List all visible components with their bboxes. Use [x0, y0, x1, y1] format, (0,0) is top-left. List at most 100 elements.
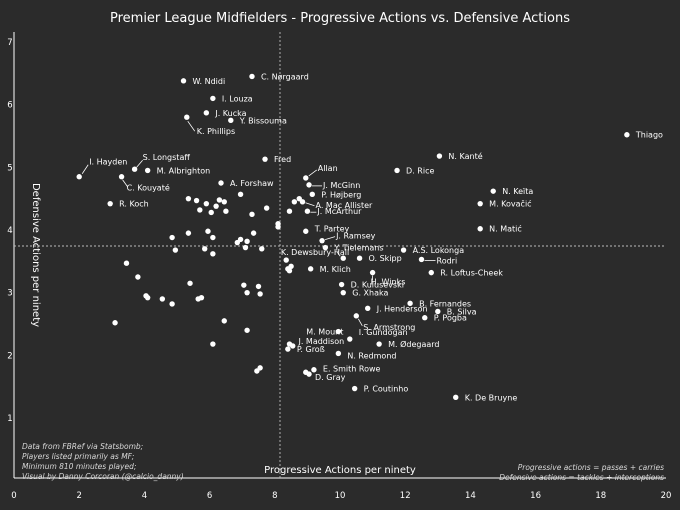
data-point — [400, 247, 407, 253]
label-leader-line — [136, 159, 143, 168]
player-label: Rodri — [437, 256, 458, 265]
source-note-line: Players listed primarily as MF; — [22, 452, 134, 461]
player-label: P. Coutinho — [364, 385, 409, 394]
data-point — [477, 200, 483, 207]
data-point — [394, 167, 400, 174]
data-point — [285, 346, 291, 352]
data-point — [144, 167, 151, 174]
player-label: Y. Bissouma — [239, 116, 287, 125]
data-point — [365, 305, 371, 312]
data-point — [185, 230, 192, 236]
player-label: R. Loftus-Cheek — [440, 269, 503, 278]
label-leader-line — [187, 120, 196, 132]
player-label: A.S. Lokonga — [413, 246, 465, 255]
data-point — [356, 255, 363, 261]
data-point — [244, 238, 250, 244]
player-label: M. Ødegaard — [388, 339, 439, 349]
player-label: E. Smith Rowe — [323, 365, 381, 374]
player-label: N. Redmond — [347, 351, 396, 360]
data-point — [306, 182, 312, 188]
source-note-line: Visual by Danny Corcoran (@calcio_danny) — [22, 472, 184, 481]
player-label: I. Hayden — [89, 158, 127, 167]
definitions-note-line: Progressive actions = passes + carries — [518, 463, 664, 472]
data-point — [228, 117, 234, 124]
data-point — [376, 341, 382, 347]
data-point — [435, 308, 441, 315]
data-point — [275, 221, 281, 227]
data-point — [184, 114, 190, 120]
data-point — [490, 188, 496, 194]
data-point — [244, 327, 250, 333]
label-leader-line — [305, 202, 315, 207]
data-point — [112, 320, 118, 326]
player-label: Y. Tielemans — [333, 244, 383, 253]
data-point — [249, 211, 255, 218]
data-point — [210, 234, 216, 241]
y-tick-label: 1 — [7, 414, 12, 424]
data-point — [369, 269, 376, 276]
data-point — [213, 203, 219, 209]
data-point — [135, 274, 141, 280]
data-point — [221, 199, 227, 205]
data-point — [283, 257, 289, 263]
data-point — [205, 228, 211, 234]
player-label: N. Matić — [489, 224, 522, 234]
data-point — [259, 246, 265, 252]
player-label: M. Albrighton — [157, 166, 211, 175]
data-point — [254, 368, 260, 374]
data-point — [299, 199, 306, 205]
player-label: S. Longstaff — [143, 153, 191, 162]
data-point — [304, 208, 311, 214]
player-label: J. McArthur — [316, 207, 362, 216]
player-label: K. De Bruyne — [465, 393, 518, 402]
x-tick-label: 12 — [400, 491, 411, 501]
data-point — [131, 166, 138, 172]
data-point — [322, 244, 329, 251]
data-point — [422, 315, 428, 321]
data-point — [216, 197, 223, 203]
player-label: N. Keïta — [502, 187, 533, 196]
source-note-line: Minimum 810 minutes played; — [22, 462, 136, 471]
player-label: P. Højberg — [321, 190, 361, 199]
data-point — [285, 266, 291, 272]
data-point — [340, 255, 346, 261]
data-point — [185, 195, 192, 202]
player-label: W. Ndidi — [193, 77, 226, 86]
player-label: D. Kulusevski — [351, 281, 404, 290]
x-tick-label: 2 — [76, 491, 81, 501]
data-point — [172, 247, 179, 253]
player-label: Thiago — [635, 131, 663, 140]
definitions-note: Progressive actions = passes + carries D… — [499, 463, 664, 482]
data-point — [218, 180, 224, 186]
player-label: M. Mount — [306, 328, 343, 337]
player-label: B. Silva — [447, 307, 477, 316]
data-point — [263, 205, 270, 211]
player-label: N. Kanté — [448, 151, 482, 161]
player-label: M. Kovačić — [489, 199, 531, 209]
player-label: H. Winks — [371, 278, 406, 287]
label-leader-line — [122, 179, 128, 187]
data-point — [353, 313, 359, 319]
data-point — [76, 174, 82, 180]
y-tick-labels: 1 2 3 4 5 6 7 — [7, 38, 12, 424]
data-point — [351, 385, 358, 392]
data-point — [143, 293, 149, 299]
data-point — [223, 208, 229, 214]
data-point — [477, 226, 483, 232]
data-point — [303, 228, 309, 234]
data-point — [197, 207, 203, 213]
data-point — [159, 296, 166, 302]
data-point — [286, 341, 293, 347]
label-leader-line — [324, 236, 336, 241]
player-label: O. Skipp — [369, 254, 402, 263]
data-point — [307, 266, 314, 272]
data-point — [241, 282, 247, 288]
data-point — [249, 73, 255, 80]
data-point — [107, 200, 113, 207]
source-note: Data from FBRef via Statsbomb; Players l… — [22, 442, 184, 481]
player-label: Allan — [318, 164, 338, 173]
x-tick-label: 18 — [595, 491, 606, 501]
data-point — [210, 251, 216, 257]
